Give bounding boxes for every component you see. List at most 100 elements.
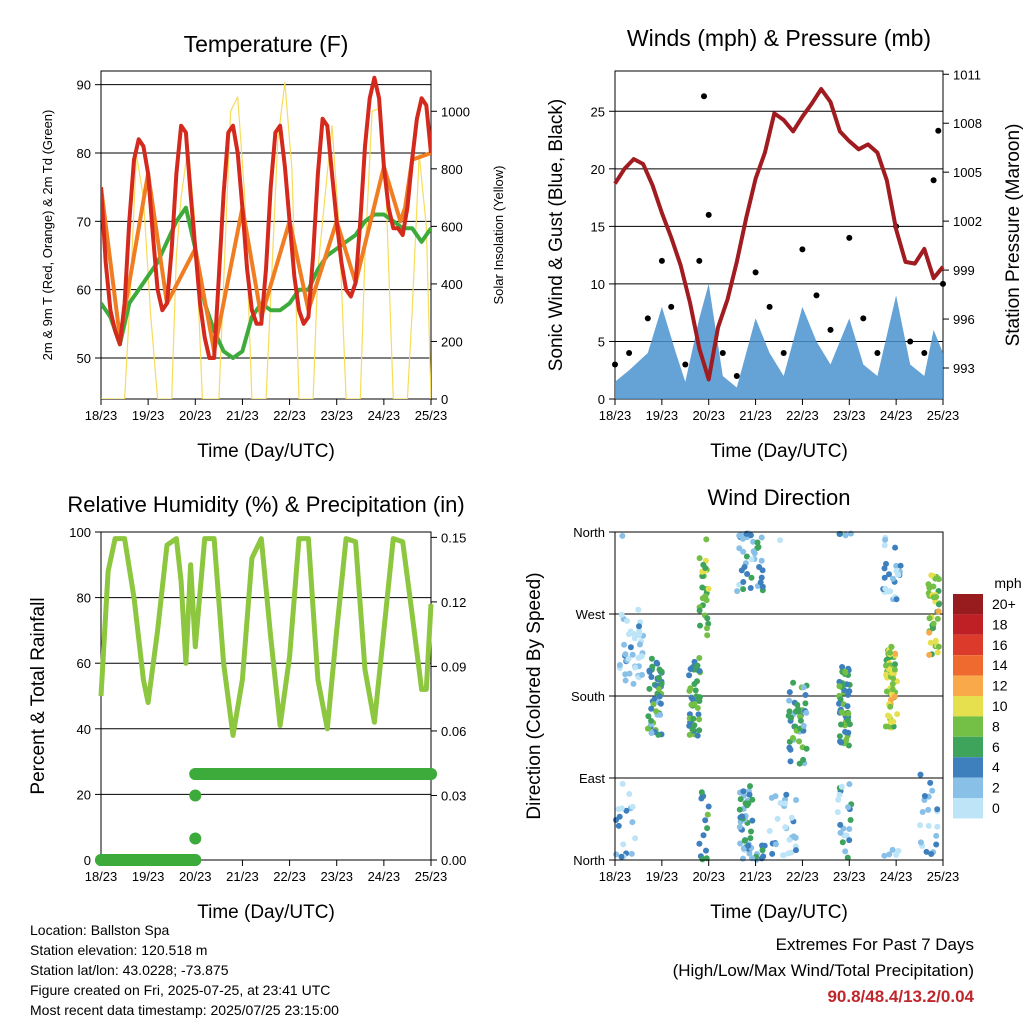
direction-point [846,837,853,844]
direction-point [934,615,941,622]
direction-point [648,717,655,724]
direction-point [928,572,935,579]
colorbar-label: 12 [992,678,1008,694]
direction-point [797,717,804,724]
direction-point [846,826,853,832]
direction-point [844,854,851,861]
direction-point [892,544,899,551]
gust-point [696,257,703,264]
direction-point [748,828,754,835]
x-tick-label: 21/23 [739,408,772,423]
gust-point [813,292,820,299]
direction-point [626,670,633,677]
chart-panel-1: Winds (mph) & Pressure (mb) 0 5 10 15 20 25 993… [546,25,1024,462]
direction-point [648,730,655,736]
direction-point [639,671,645,678]
chart-panel-0: Temperature (F) 50 60 70 80 90 0 200 400 600 800 10… [40,31,506,462]
colorbar-cell [953,696,983,717]
x-tick-label: 23/23 [833,408,866,423]
direction-point [785,850,792,857]
direction-point [766,828,773,834]
direction-point [696,716,703,723]
direction-point [618,805,625,812]
direction-point [782,824,789,831]
y-axis-label: Direction (Colored By Speed) [524,572,545,819]
direction-point [777,800,784,806]
direction-point [623,617,630,624]
direction-point [883,688,890,695]
x-tick-label: 24/23 [880,869,913,884]
direction-point [789,735,796,741]
direction-point [781,800,788,807]
direction-point [769,850,776,857]
colorbar-cell [953,757,983,778]
y-axis-label: Sonic Wind & Gust (Blue, Black) [546,99,567,371]
direction-point [736,532,743,539]
gust-point [930,177,937,184]
y2-tick-label: 0.09 [441,659,466,674]
direction-point [892,650,899,657]
x-tick-label: 22/23 [273,869,306,884]
direction-point [793,847,799,854]
direction-point [836,733,843,740]
direction-point [648,705,655,712]
direction-point [935,608,942,615]
colorbar: mph 20+ 18 16 14 12 10 8 6 4 2 0 [953,575,1022,819]
direction-point [757,579,764,586]
gust-point [780,350,787,356]
direction-point [620,841,627,848]
direction-point [627,644,634,651]
direction-point [740,788,747,795]
direction-point [836,678,843,685]
direction-point [629,651,636,658]
colorbar-label: 4 [992,759,1000,775]
direction-point [744,571,751,577]
direction-point [926,651,933,658]
direction-point [694,732,701,739]
chart-title: Temperature (F) [184,31,349,57]
x-tick-label: 22/23 [786,408,819,423]
direction-point [687,685,694,692]
direction-point [836,791,843,798]
colorbar-cell [953,594,983,615]
direction-point [800,684,807,691]
direction-point [626,791,633,797]
y-tick-label: 15 [591,219,605,234]
direction-point [892,661,898,668]
direction-point [894,711,901,718]
direction-point [645,713,652,720]
direction-point [749,817,756,824]
colorbar-cell [953,777,983,798]
gust-point [682,361,689,368]
direction-point [889,686,896,693]
info-created: Figure created on Fri, 2025-07-25, at 23… [30,982,331,998]
series-sonic-wind [615,283,943,399]
direction-point [740,586,747,593]
gust-point [658,257,665,264]
gust-point [846,234,853,241]
direction-point [932,575,939,582]
direction-point [792,834,799,841]
direction-point [930,620,937,627]
direction-point [933,594,940,600]
y-tick-label: 25 [591,104,605,119]
colorbar-label: 10 [992,698,1008,714]
gust-point [766,303,773,310]
direction-point [613,851,620,858]
direction-point [846,688,853,695]
direction-point [632,664,639,671]
direction-point [796,760,803,767]
direction-point [759,842,765,849]
y-tick-label: West [576,607,606,622]
direction-point [747,835,754,842]
direction-point [893,562,900,569]
direction-point [618,611,625,618]
direction-point [842,668,849,675]
x-tick-label: 18/23 [85,869,118,884]
direction-point [845,804,852,811]
direction-point [632,835,639,842]
x-tick-label: 24/23 [880,408,913,423]
station-info: Location: Ballston Spa Station elevation… [30,920,339,1020]
series-station-pressure [613,87,945,382]
